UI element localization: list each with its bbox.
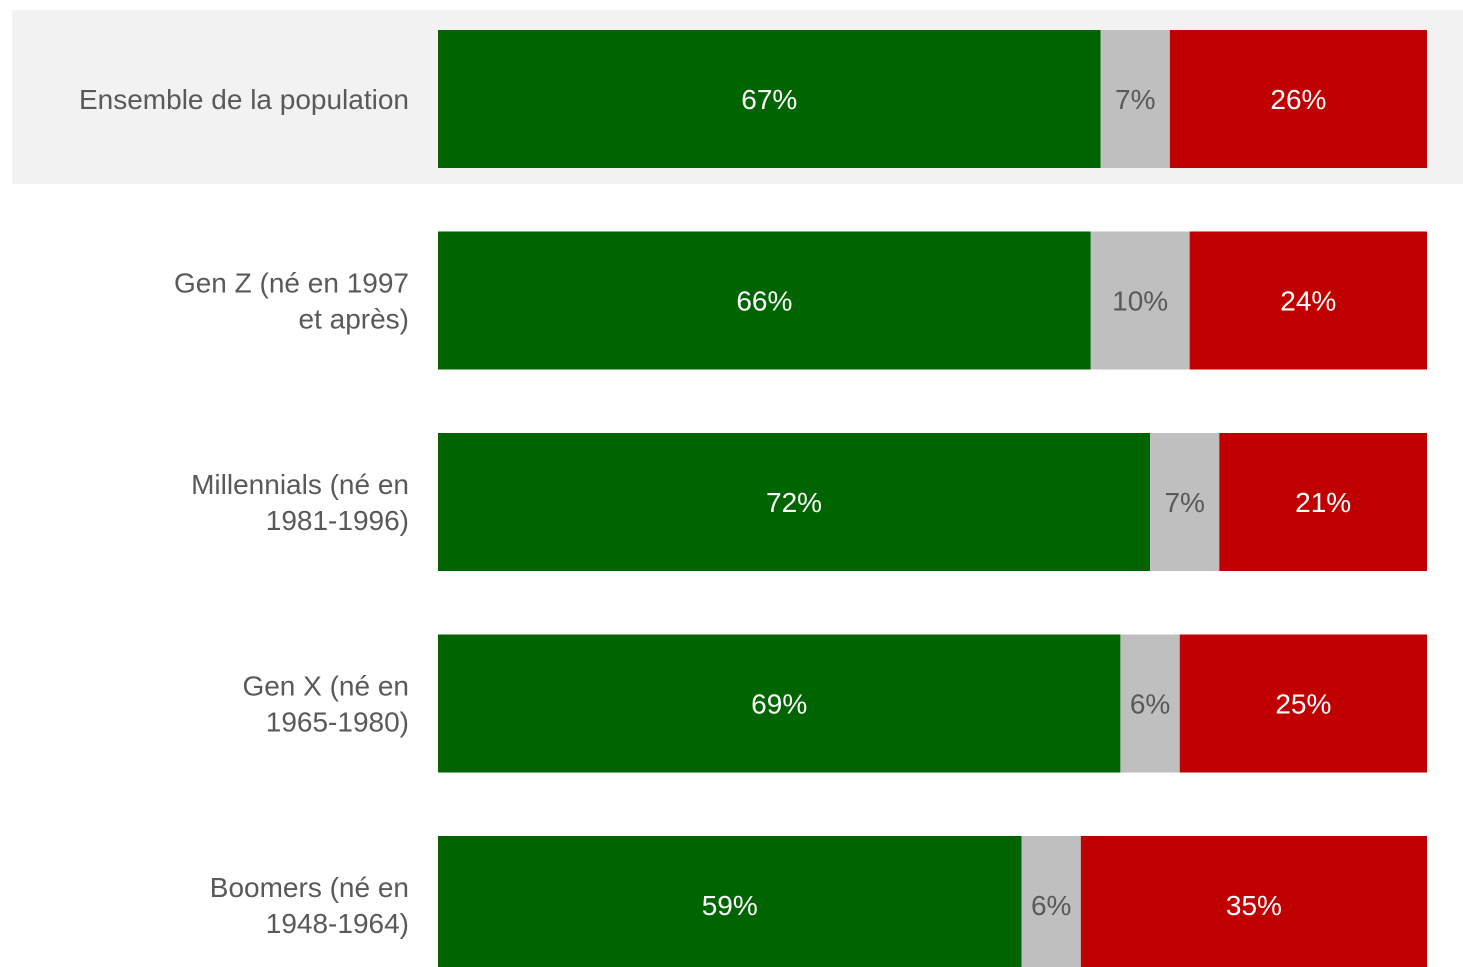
data-label: 35%	[1226, 890, 1282, 921]
bar-segment-3	[1179, 634, 1427, 773]
category-label: Gen Z (né en 1997 et après)	[174, 268, 409, 335]
data-label: 66%	[736, 286, 792, 317]
bar-segment-1	[438, 231, 1091, 370]
category-label: Boomers (né en 1948-1964)	[210, 872, 409, 939]
data-label: 21%	[1295, 487, 1351, 518]
data-label: 59%	[702, 890, 758, 921]
category-label: Millennials (né en 1981-1996)	[191, 469, 409, 536]
bars-layer	[438, 30, 1427, 967]
category-label: Ensemble de la population	[79, 84, 409, 115]
bar-segment-1	[438, 30, 1101, 168]
data-label: 24%	[1280, 286, 1336, 317]
data-label: 10%	[1112, 286, 1168, 317]
bar-segment-3	[1189, 231, 1427, 370]
data-label: 67%	[741, 84, 797, 115]
data-label: 7%	[1164, 487, 1204, 518]
data-label: 26%	[1270, 84, 1326, 115]
bar-segment-1	[438, 836, 1022, 967]
bar-segment-3	[1219, 433, 1427, 571]
bar-segment-2	[1150, 433, 1220, 571]
data-label: 6%	[1031, 890, 1071, 921]
data-label: 72%	[766, 487, 822, 518]
bar-segment-1	[438, 433, 1151, 571]
bar-segment-1	[438, 634, 1121, 773]
bar-segment-3	[1169, 30, 1427, 168]
bar-segment-3	[1080, 836, 1427, 967]
data-label: 6%	[1130, 689, 1170, 720]
bar-segment-2	[1021, 836, 1081, 967]
bar-segment-2	[1090, 231, 1190, 370]
data-label: 25%	[1275, 689, 1331, 720]
bar-segment-2	[1120, 634, 1180, 773]
data-label: 7%	[1115, 84, 1155, 115]
labels-layer: Ensemble de la population 67% 7% 26% Gen Z (…	[79, 84, 1351, 939]
bar-segment-2	[1100, 30, 1170, 168]
category-label: Gen X (né en 1965-1980)	[242, 671, 409, 738]
data-label: 69%	[751, 689, 807, 720]
